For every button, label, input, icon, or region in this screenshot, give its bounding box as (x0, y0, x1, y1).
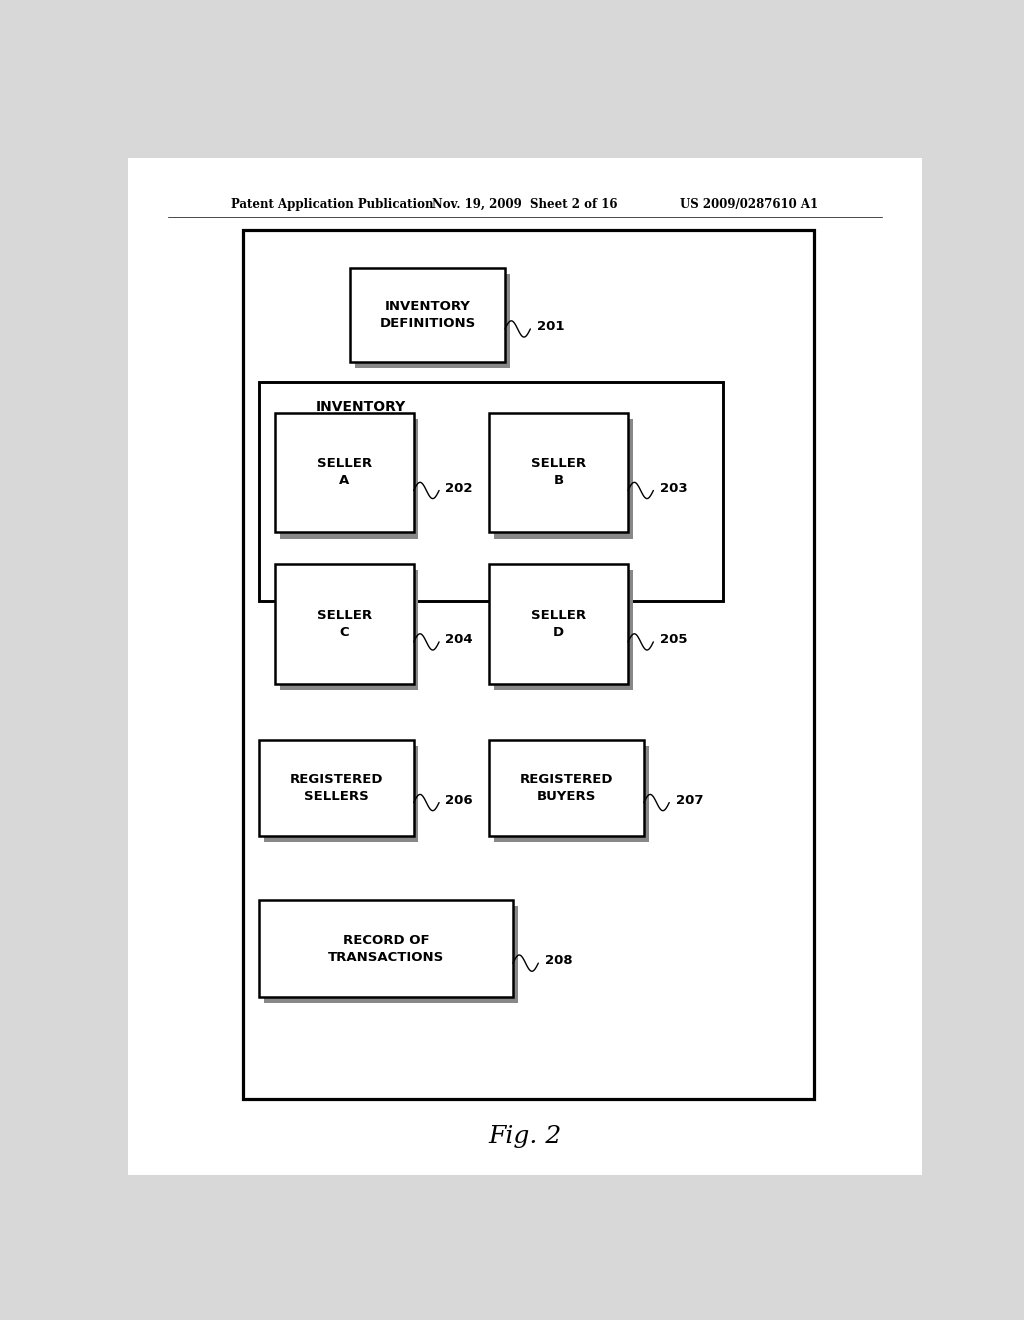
Bar (264, 746, 419, 842)
Text: 203: 203 (659, 482, 687, 495)
Text: SELLER
A: SELLER A (316, 458, 372, 487)
Bar (259, 739, 414, 837)
Bar (489, 564, 628, 684)
Bar (280, 418, 419, 539)
Text: SELLER
B: SELLER B (531, 458, 586, 487)
Bar (274, 413, 414, 532)
Bar (274, 564, 414, 684)
Text: SELLER
D: SELLER D (531, 609, 586, 639)
Text: Nov. 19, 2009  Sheet 2 of 16: Nov. 19, 2009 Sheet 2 of 16 (432, 198, 617, 211)
Text: 201: 201 (537, 319, 564, 333)
Text: 207: 207 (676, 793, 703, 807)
Text: RECORD OF
TRANSACTIONS: RECORD OF TRANSACTIONS (328, 933, 444, 964)
Bar (494, 570, 633, 690)
Bar (259, 381, 723, 601)
Text: 205: 205 (659, 634, 687, 645)
Bar (494, 746, 648, 842)
Text: INVENTORY: INVENTORY (316, 400, 407, 414)
Text: REGISTERED
SELLERS: REGISTERED SELLERS (290, 774, 383, 803)
Bar (350, 268, 505, 362)
Text: Fig. 2: Fig. 2 (488, 1125, 561, 1147)
Bar (489, 739, 644, 837)
Text: 208: 208 (545, 954, 572, 968)
Text: INVENTORY
DEFINITIONS: INVENTORY DEFINITIONS (380, 300, 476, 330)
Bar (259, 900, 513, 997)
Bar (280, 570, 419, 690)
Bar (494, 418, 633, 539)
Text: REGISTERED
BUYERS: REGISTERED BUYERS (520, 774, 613, 803)
Text: 204: 204 (445, 634, 473, 645)
Text: SELLER
C: SELLER C (316, 609, 372, 639)
Text: 202: 202 (445, 482, 473, 495)
Bar (355, 275, 510, 368)
Bar (264, 907, 518, 1003)
Bar (489, 413, 628, 532)
Bar (243, 230, 814, 1098)
Text: 206: 206 (445, 793, 473, 807)
Text: US 2009/0287610 A1: US 2009/0287610 A1 (680, 198, 818, 211)
Text: Patent Application Publication: Patent Application Publication (231, 198, 434, 211)
